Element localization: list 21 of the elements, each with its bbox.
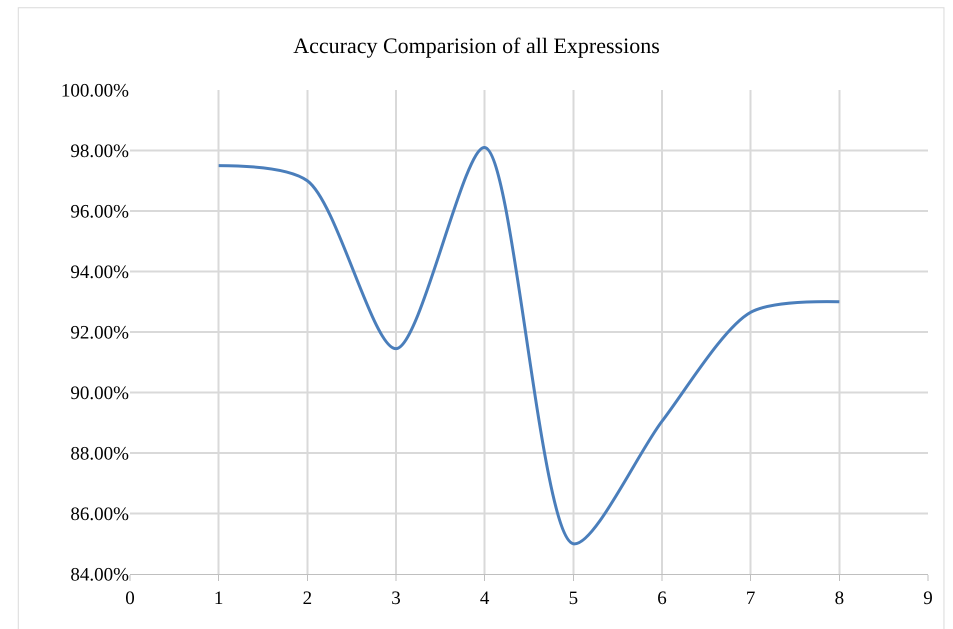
x-tick-label: 5 (568, 588, 578, 609)
y-tick-label: 92.00% (70, 322, 130, 344)
x-tick-label: 7 (746, 588, 756, 609)
x-tick-label: 2 (302, 588, 312, 609)
x-tick-label: 8 (834, 588, 844, 609)
x-tick-label: 9 (923, 588, 933, 609)
y-tick-label: 86.00% (70, 504, 130, 526)
x-tick-label: 1 (214, 588, 224, 609)
y-tick-label: 94.00% (70, 262, 130, 284)
x-tick-label: 0 (125, 588, 135, 609)
chart-title: Accuracy Comparision of all Expressions (293, 33, 660, 58)
y-tick-label: 88.00% (70, 444, 130, 465)
y-tick-label: 100.00% (60, 80, 130, 102)
x-tick-label: 3 (391, 588, 401, 609)
y-tick-label: 90.00% (70, 383, 130, 404)
y-tick-label: 96.00% (70, 202, 130, 223)
x-tick-label: 6 (657, 588, 667, 609)
x-tick-label: 4 (480, 588, 490, 609)
line-series (217, 146, 841, 546)
y-tick-label: 84.00% (70, 564, 130, 586)
y-tick-label: 98.00% (70, 141, 130, 162)
